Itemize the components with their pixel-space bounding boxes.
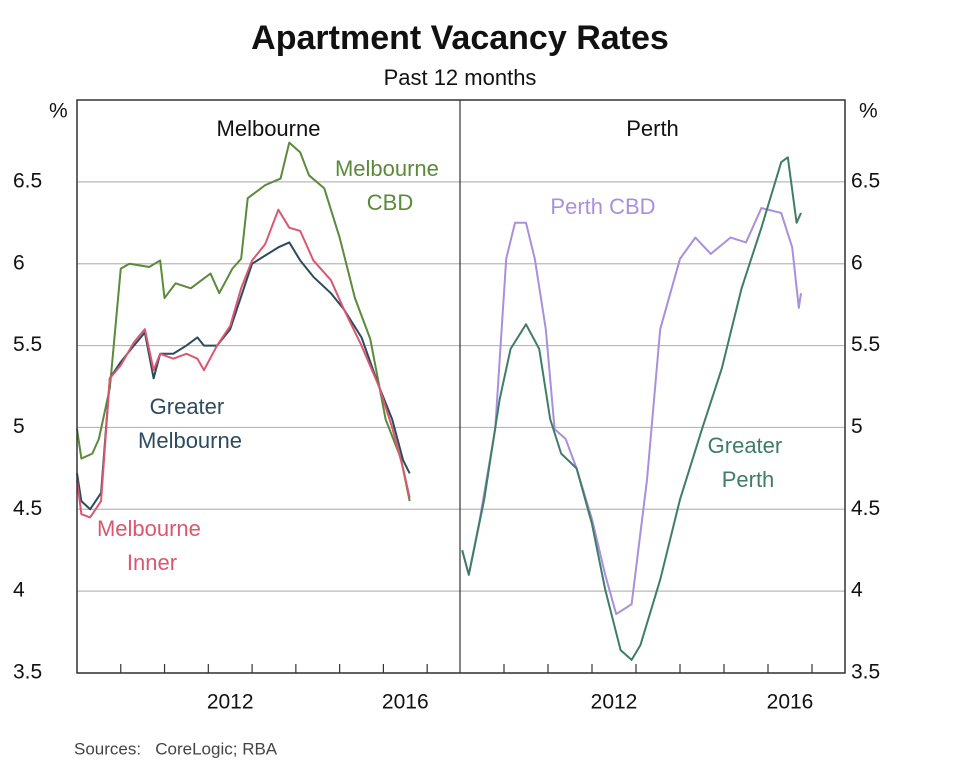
series-label: Greater Perth bbox=[708, 433, 789, 492]
y-tick-label: 4.5 bbox=[851, 497, 880, 520]
series-label: Melbourne CBD bbox=[335, 156, 445, 215]
y-tick-label: 5.5 bbox=[851, 333, 880, 356]
y-tick-label: 5.5 bbox=[13, 333, 42, 356]
plot-frame bbox=[76, 99, 846, 674]
y-tick-label: 3.5 bbox=[851, 661, 880, 684]
series-label: Greater Melbourne bbox=[138, 394, 242, 453]
y-tick-label: 3.5 bbox=[13, 661, 42, 684]
panel-title: Perth bbox=[626, 116, 679, 141]
series-line bbox=[461, 207, 802, 616]
x-tick-label: 2012 bbox=[207, 691, 254, 714]
y-tick-label: 5 bbox=[851, 415, 863, 438]
x-tick-label: 2016 bbox=[382, 691, 429, 714]
x-tick-label: 2016 bbox=[767, 691, 814, 714]
y-axis-unit: % bbox=[859, 100, 878, 123]
source-note: Sources: CoreLogic; RBA bbox=[74, 739, 278, 758]
y-tick-label: 6.5 bbox=[851, 169, 880, 192]
chart-subtitle: Past 12 months bbox=[384, 65, 537, 90]
y-tick-label: 6 bbox=[13, 251, 25, 274]
y-tick-label: 4.5 bbox=[13, 497, 42, 520]
y-tick-label: 6.5 bbox=[13, 169, 42, 192]
series-label: Melbourne Inner bbox=[97, 516, 207, 575]
y-tick-label: 6 bbox=[851, 251, 863, 274]
series-label: Perth CBD bbox=[550, 194, 655, 219]
y-tick-label: 5 bbox=[13, 415, 25, 438]
series-line bbox=[461, 156, 802, 661]
y-tick-label: 4 bbox=[13, 579, 25, 602]
series-line bbox=[76, 141, 411, 502]
y-axis-unit: % bbox=[49, 100, 68, 123]
x-tick-label: 2012 bbox=[591, 691, 638, 714]
chart-title: Apartment Vacancy Rates bbox=[251, 19, 669, 57]
y-tick-label: 4 bbox=[851, 579, 863, 602]
series-line bbox=[76, 208, 411, 519]
panel-title: Melbourne bbox=[217, 116, 321, 141]
